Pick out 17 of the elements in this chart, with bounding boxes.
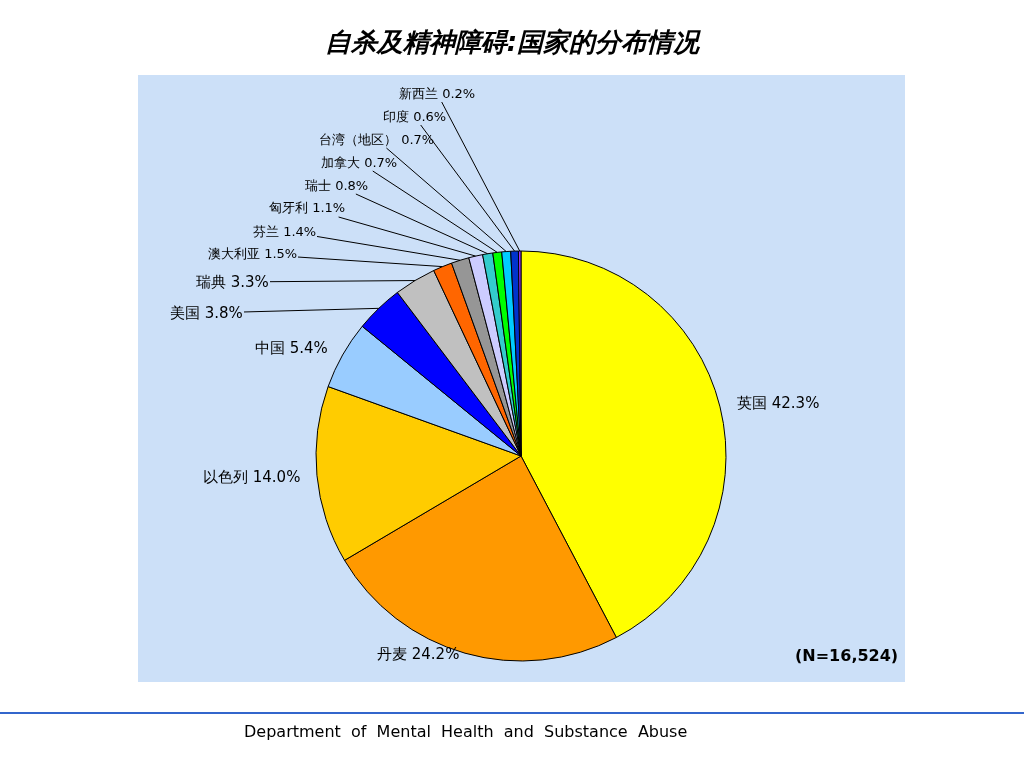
chart-title: 自杀及精神障碍:国家的分布情况	[324, 27, 702, 58]
slice-label: 台湾（地区） 0.7%	[319, 132, 435, 147]
slice-label: 澳大利亚 1.5%	[208, 246, 298, 261]
slice-label: 美国 3.8%	[170, 304, 243, 322]
slice-label: 瑞士 0.8%	[305, 178, 369, 193]
slice-label: 加拿大 0.7%	[321, 155, 398, 170]
slice-label: 丹麦 24.2%	[377, 645, 460, 663]
slice-label: 匈牙利 1.1%	[269, 200, 346, 215]
text: Department of Mental Health and Substance Abuse	[244, 722, 688, 741]
slice-label: 瑞典 3.3%	[196, 273, 269, 291]
slice-label: 中国 5.4%	[255, 339, 328, 357]
slice-label: 英国 42.3%	[737, 394, 820, 412]
slice-label: 印度 0.6%	[383, 109, 447, 124]
slice-label: 芬兰 1.4%	[253, 224, 317, 239]
text: (N=16,524)	[795, 646, 899, 665]
slice-label: 新西兰 0.2%	[399, 86, 476, 101]
slice-label: 以色列 14.0%	[203, 468, 301, 486]
